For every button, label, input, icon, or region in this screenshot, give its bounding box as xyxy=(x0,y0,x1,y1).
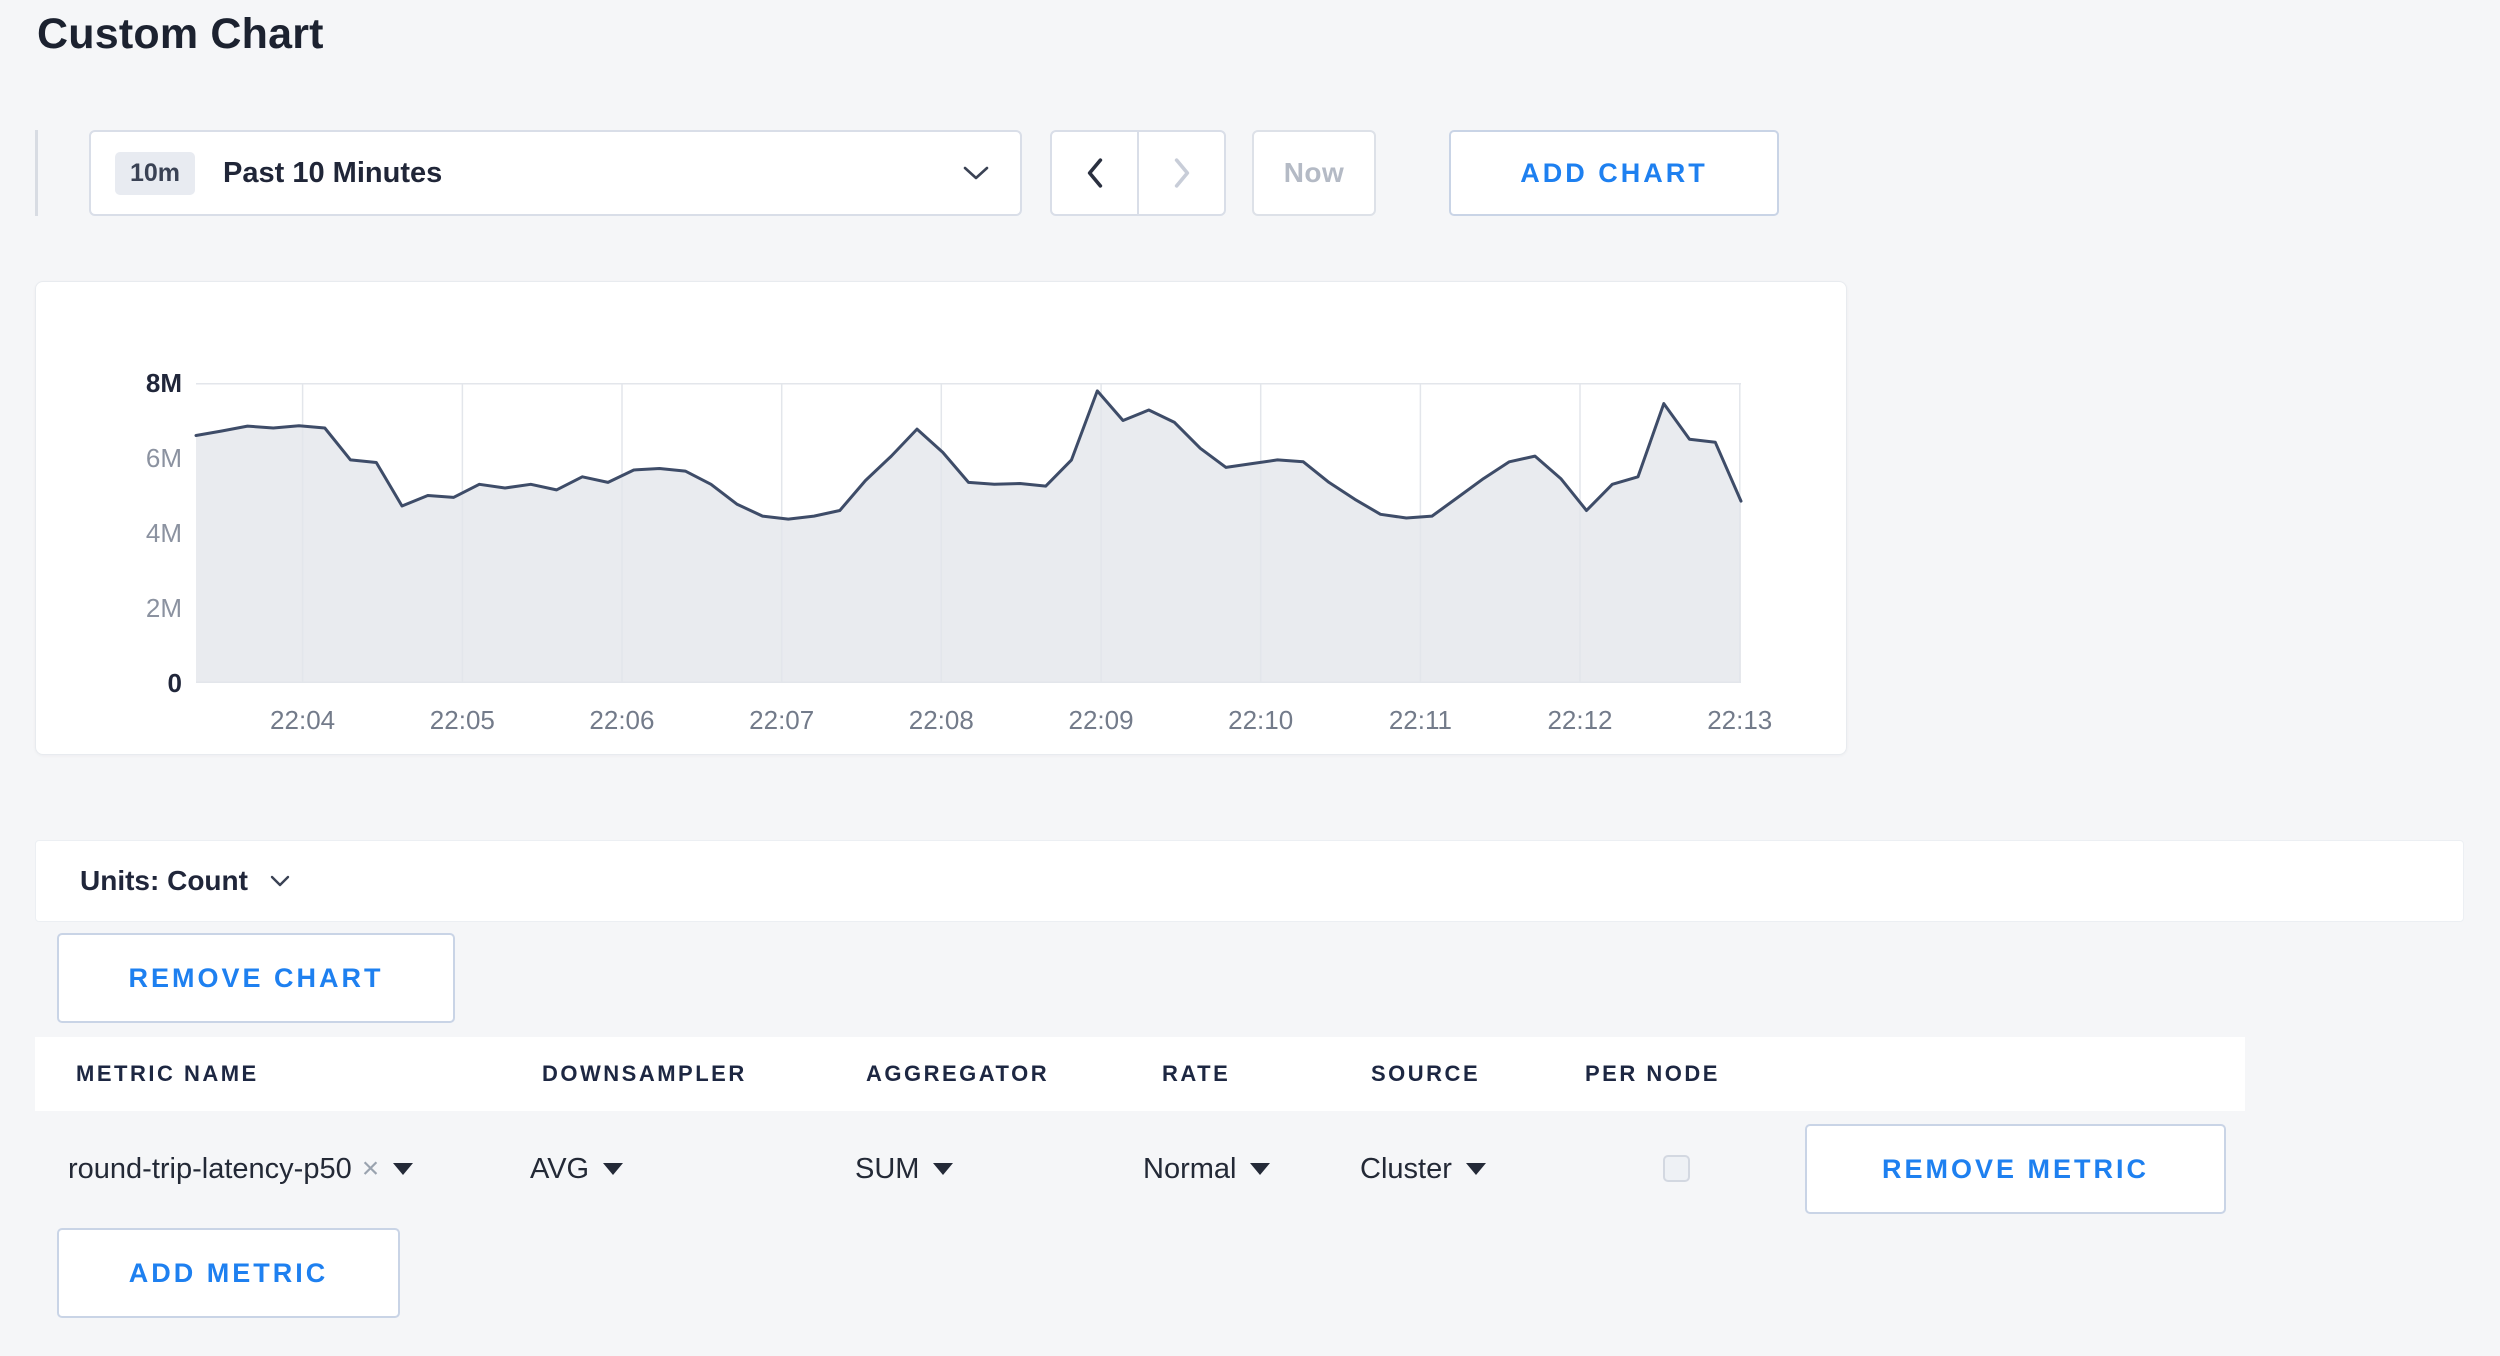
metric-name-value: round-trip-latency-p50 xyxy=(68,1152,352,1185)
metric-name-select[interactable]: round-trip-latency-p50 × xyxy=(68,1124,414,1214)
page-title: Custom Chart xyxy=(37,10,324,58)
add-metric-button[interactable]: ADD METRIC xyxy=(57,1228,400,1318)
x-axis-label: 22:12 xyxy=(1547,705,1613,735)
time-range-badge: 10m xyxy=(115,151,196,195)
column-header-metric-name: METRIC NAME xyxy=(76,1061,259,1086)
column-header-per-node: PER NODE xyxy=(1585,1061,1720,1086)
units-dropdown[interactable]: Units: Count xyxy=(35,840,2464,922)
latency-line-series xyxy=(194,389,1743,521)
per-node-checkbox[interactable] xyxy=(1663,1155,1690,1182)
y-axis-label: 4M xyxy=(145,518,182,548)
time-range-label: Past 10 Minutes xyxy=(223,156,443,189)
caret-down-icon xyxy=(1465,1163,1486,1175)
metric-row: round-trip-latency-p50 × AVG SUM Normal … xyxy=(35,1124,2245,1214)
chevron-left-icon xyxy=(1087,158,1102,188)
caret-down-icon xyxy=(603,1163,624,1175)
remove-metric-button[interactable]: REMOVE METRIC xyxy=(1805,1124,2226,1214)
column-header-rate: RATE xyxy=(1162,1061,1231,1086)
source-select[interactable]: Cluster xyxy=(1360,1124,1486,1214)
remove-chart-button[interactable]: REMOVE CHART xyxy=(57,933,455,1023)
downsampler-value: AVG xyxy=(530,1152,590,1185)
x-axis-label: 22:10 xyxy=(1228,705,1294,735)
caret-down-icon xyxy=(933,1163,954,1175)
column-header-aggregator: AGGREGATOR xyxy=(866,1061,1050,1086)
chevron-down-icon xyxy=(270,875,290,887)
x-axis-label: 22:09 xyxy=(1068,705,1134,735)
now-button[interactable]: Now xyxy=(1252,130,1376,216)
x-axis-label: 22:13 xyxy=(1707,705,1773,735)
x-axis-label: 22:07 xyxy=(749,705,815,735)
toolbar-divider xyxy=(35,130,38,216)
line-chart: 8M 6M 4M 2M 0 22:04 22:05 22:06 22:07 22:08 22:09… xyxy=(146,368,1772,735)
aggregator-select[interactable]: SUM xyxy=(855,1124,954,1214)
caret-down-icon xyxy=(393,1163,414,1175)
x-axis-label: 22:11 xyxy=(1388,705,1452,735)
next-time-button[interactable] xyxy=(1137,130,1226,216)
chevron-right-icon xyxy=(1174,158,1189,188)
y-axis-label: 8M xyxy=(145,368,182,398)
chart-plot-area xyxy=(194,383,1743,683)
y-axis-label: 2M xyxy=(145,593,182,623)
rate-value: Normal xyxy=(1143,1152,1237,1185)
column-header-downsampler: DOWNSAMPLER xyxy=(542,1061,747,1086)
remove-tag-icon[interactable]: × xyxy=(361,1152,380,1185)
metrics-table-header: METRIC NAME DOWNSAMPLER AGGREGATOR RATE … xyxy=(35,1037,2245,1111)
aggregator-value: SUM xyxy=(855,1152,920,1185)
chevron-down-icon xyxy=(963,166,989,180)
y-axis-label: 0 xyxy=(167,668,182,698)
series-area-fill xyxy=(196,390,1741,683)
caret-down-icon xyxy=(1250,1163,1271,1175)
y-axis-label: 6M xyxy=(145,443,182,473)
add-chart-button[interactable]: ADD CHART xyxy=(1449,130,1779,216)
time-nav-group xyxy=(1050,130,1226,216)
chart-card: 8M 6M 4M 2M 0 22:04 22:05 22:06 22:07 22:08 22:09… xyxy=(35,281,1847,755)
source-value: Cluster xyxy=(1360,1152,1452,1185)
time-range-dropdown[interactable]: 10m Past 10 Minutes xyxy=(89,130,1022,216)
x-axis-label: 22:06 xyxy=(589,705,655,735)
rate-select[interactable]: Normal xyxy=(1143,1124,1271,1214)
prev-time-button[interactable] xyxy=(1050,130,1139,216)
x-axis-label: 22:04 xyxy=(270,705,336,735)
column-header-source: SOURCE xyxy=(1371,1061,1481,1086)
x-axis-label: 22:08 xyxy=(908,705,974,735)
units-label: Units: Count xyxy=(80,865,248,896)
x-axis-label: 22:05 xyxy=(429,705,495,735)
downsampler-select[interactable]: AVG xyxy=(530,1124,624,1214)
